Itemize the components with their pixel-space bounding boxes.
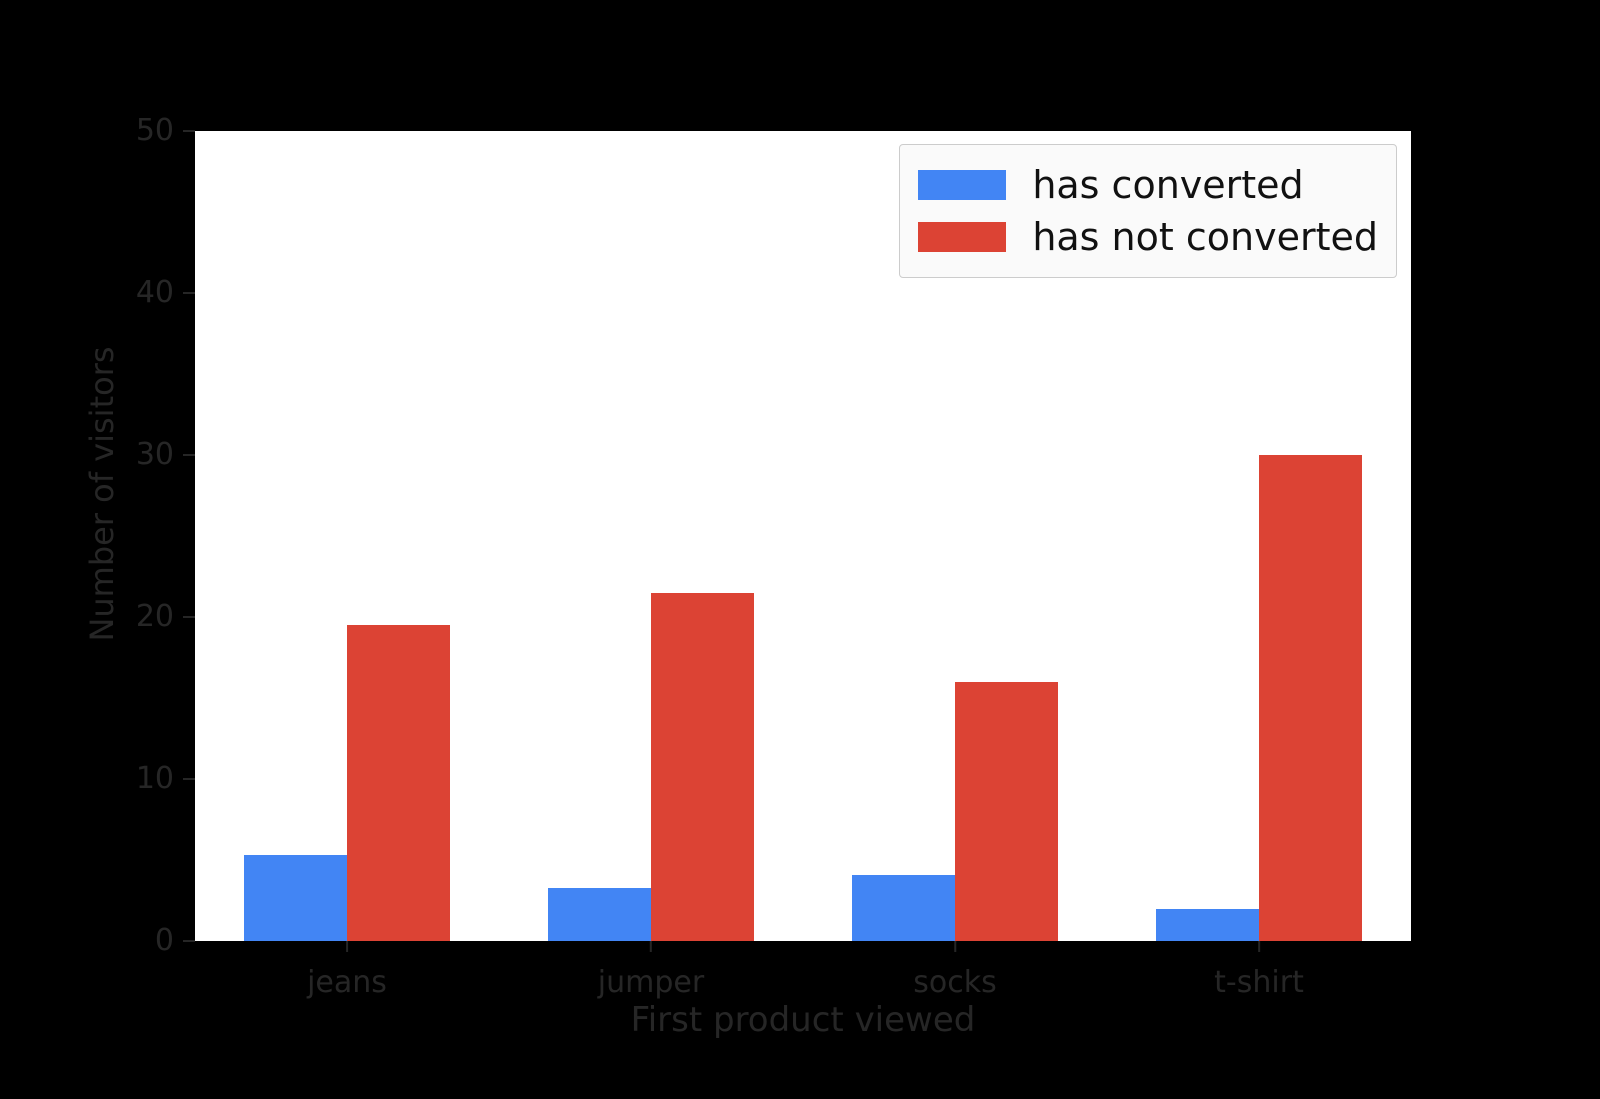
x-axis-tick-mark <box>345 941 348 952</box>
x-axis-tick-label: jeans <box>307 965 387 1000</box>
x-axis-tick-socks: socks <box>913 941 997 1000</box>
x-axis-tick-mark <box>1257 941 1260 952</box>
legend-item: has not converted <box>918 211 1378 263</box>
x-axis-tick-jeans: jeans <box>307 941 387 1000</box>
bar-socks-has-converted <box>851 874 955 941</box>
x-axis-tick-label: socks <box>913 965 997 1000</box>
legend-item-label: has converted <box>1032 163 1304 207</box>
bar-t-shirt-has-converted <box>1155 908 1259 941</box>
bar-jeans-has-not-converted <box>347 625 451 941</box>
bar-jumper-has-not-converted <box>651 592 755 941</box>
bar-jumper-has-converted <box>547 887 651 941</box>
x-axis: jeans jumper socks t-shirt <box>195 941 1411 1061</box>
legend-item-label: has not converted <box>1032 215 1378 259</box>
legend-box: has converted has not converted <box>899 144 1397 278</box>
bar-jeans-has-converted <box>243 855 347 941</box>
legend-swatch-has-not-converted <box>918 222 1007 252</box>
y-axis-tick-label: 10 <box>135 761 174 796</box>
y-axis-tick-label: 20 <box>135 599 174 634</box>
y-axis-tick-mark <box>183 940 195 942</box>
bar-socks-has-not-converted <box>955 681 1059 941</box>
y-axis-tick-label: 30 <box>135 437 174 472</box>
x-axis-tick-mark <box>953 941 956 952</box>
y-axis-tick-label: 0 <box>154 923 174 958</box>
x-axis-tick-jumper: jumper <box>598 941 704 1000</box>
y-axis-tick-mark <box>183 454 195 456</box>
x-axis-tick-label: t-shirt <box>1214 965 1304 1000</box>
y-axis-tick-mark <box>183 292 195 294</box>
legend-swatch-has-converted <box>918 170 1007 200</box>
x-axis-tick-t-shirt: t-shirt <box>1214 941 1304 1000</box>
y-axis-tick-label: 50 <box>135 113 174 148</box>
y-axis-tick-mark <box>183 778 195 780</box>
y-axis-tick-mark <box>183 130 195 132</box>
y-axis-title: Number of visitors <box>83 346 121 642</box>
y-axis-tick-label: 40 <box>135 275 174 310</box>
x-axis-tick-label: jumper <box>597 965 705 1000</box>
legend-item: has converted <box>918 159 1378 211</box>
x-axis-title: First product viewed <box>630 1000 976 1040</box>
y-axis: 0 10 20 30 40 50 <box>0 116 195 956</box>
y-axis-tick-mark <box>183 616 195 618</box>
x-axis-tick-mark <box>650 941 652 952</box>
plot-area: has converted has not converted <box>195 131 1411 941</box>
bar-t-shirt-has-not-converted <box>1259 455 1363 941</box>
